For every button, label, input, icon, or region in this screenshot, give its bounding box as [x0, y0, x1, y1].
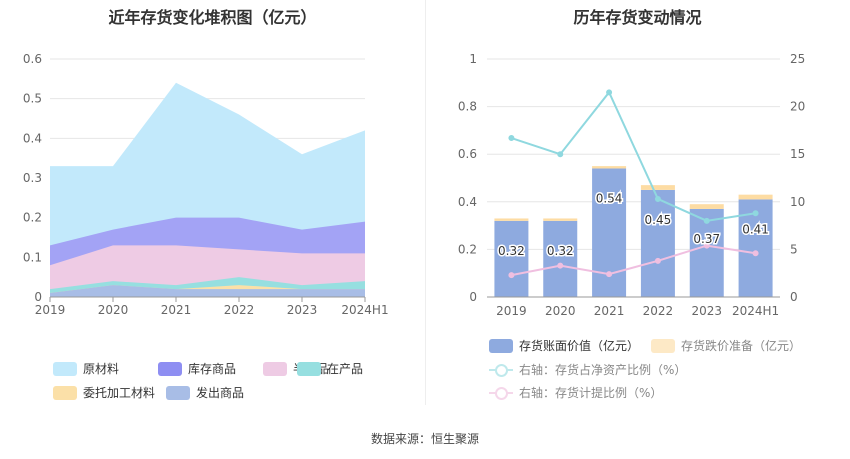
- inventory-net-asset-ratio-point: [557, 151, 564, 158]
- bar-data-label: 0.45: [645, 213, 672, 227]
- legend-label: 右轴：存货计提比例（%）: [519, 386, 663, 400]
- x-tick-label: 2020: [98, 303, 129, 317]
- right-chart-panel: 历年存货变动情况 0 0.2 0.4 0.6 0.8 1 0 5 10 15 20 25 0.32 0.3…: [425, 0, 850, 459]
- y-tick-label: 0.1: [23, 250, 42, 264]
- y-tick-label-left: 0.2: [458, 242, 477, 256]
- bar-impairment-reserve: [543, 218, 578, 221]
- bar-book-value: [543, 220, 578, 297]
- legend-swatch-book-value: [489, 338, 513, 353]
- provision-ratio-point: [703, 242, 710, 249]
- legend-line-swatch-ratio: [489, 363, 513, 377]
- y-tick-label-left: 0: [469, 290, 477, 304]
- y-tick-label-left: 0.6: [458, 147, 477, 161]
- legend-swatch-raw: [53, 361, 77, 376]
- inventory-net-asset-ratio-point: [703, 217, 710, 224]
- legend-line-swatch-provision: [489, 386, 513, 400]
- y-tick-label-left: 0.4: [458, 195, 477, 209]
- inventory-net-asset-ratio-point: [654, 195, 661, 202]
- legend-entrusted-materials[interactable]: 委托加工材料: [53, 384, 155, 401]
- panel-divider: [425, 0, 426, 405]
- legend-swatch-semi: [263, 361, 287, 376]
- provision-ratio-point: [508, 272, 515, 279]
- legend-label: 在产品: [327, 362, 364, 376]
- y-tick-label: 0.4: [23, 131, 42, 145]
- legend-swatch-reserve: [651, 338, 675, 353]
- x-tick-label: 2021: [161, 303, 192, 317]
- y-tick-label: 0.5: [23, 92, 42, 106]
- bar-impairment-reserve: [689, 204, 724, 209]
- legend-label: 右轴：存货占净资产比例（%）: [519, 363, 687, 377]
- legend-finished-goods[interactable]: 库存商品: [158, 360, 236, 377]
- inventory-net-asset-ratio-point: [606, 89, 613, 96]
- provision-ratio-point: [752, 250, 759, 257]
- bar-data-label: 0.37: [693, 232, 720, 246]
- legend-label: 存货账面价值（亿元）: [519, 339, 640, 353]
- legend-wip[interactable]: 在产品: [297, 360, 363, 377]
- legend-label: 发出商品: [196, 386, 245, 400]
- x-tick-label: 2022: [224, 303, 255, 317]
- legend-book-value[interactable]: 存货账面价值（亿元）: [489, 337, 639, 354]
- legend-provision-ratio[interactable]: 右轴：存货计提比例（%）: [489, 384, 662, 401]
- y-tick-label-right: 10: [790, 195, 805, 209]
- left-chart-panel: 近年存货变化堆积图（亿元） 0 0.1 0.2 0.3 0.4 0.5 0.6 2019 202…: [23, 8, 389, 401]
- inventory-net-asset-ratio-line: [511, 90, 756, 222]
- legend-label: 原材料: [83, 362, 120, 376]
- legend-label: 库存商品: [188, 362, 237, 376]
- x-tick-label: 2019: [496, 304, 527, 318]
- inventory-net-asset-ratio-point: [752, 210, 759, 217]
- bar-data-label: 0.32: [498, 244, 525, 258]
- bar-book-value: [640, 189, 675, 297]
- bar-impairment-reserve: [592, 166, 627, 169]
- x-tick-label: 2022: [643, 304, 674, 318]
- legend-impairment-reserve[interactable]: 存货跌价准备（亿元）: [651, 337, 801, 354]
- bar-data-label: 0.41: [742, 222, 769, 236]
- x-tick-label: 2020: [545, 304, 576, 318]
- y-tick-label: 0: [34, 290, 42, 304]
- left-chart-title: 近年存货变化堆积图（亿元）: [108, 8, 317, 27]
- legend-shipped-goods[interactable]: 发出商品: [166, 384, 244, 401]
- data-source-note: 数据来源：恒生聚源: [370, 432, 479, 446]
- legend-inventory-net-asset-ratio[interactable]: 右轴：存货占净资产比例（%）: [489, 361, 686, 378]
- y-tick-label-right: 5: [790, 242, 798, 256]
- bar-book-value: [494, 220, 529, 297]
- bar-book-value: [592, 168, 627, 297]
- y-tick-label: 0.3: [23, 171, 42, 185]
- legend-swatch-entrusted: [53, 385, 77, 400]
- y-tick-label-right: 25: [790, 52, 805, 66]
- legend-label: 委托加工材料: [83, 386, 156, 400]
- provision-ratio-point: [606, 271, 613, 278]
- legend-swatch-shipped: [166, 385, 190, 400]
- provision-ratio-point: [654, 257, 661, 264]
- bar-impairment-reserve: [494, 218, 529, 221]
- y-tick-label-left: 1: [469, 52, 477, 66]
- legend-swatch-finished: [158, 361, 182, 376]
- area-shipped-goods: [50, 285, 365, 297]
- y-tick-label-right: 0: [790, 290, 798, 304]
- x-tick-label: 2024H1: [341, 303, 388, 317]
- legend-swatch-wip: [297, 361, 321, 376]
- legend-label: 存货跌价准备（亿元）: [681, 339, 802, 353]
- legend-raw-materials[interactable]: 原材料: [53, 360, 119, 377]
- y-tick-label-left: 0.8: [458, 100, 477, 114]
- x-tick-label: 2024H1: [732, 304, 779, 318]
- inventory-net-asset-ratio-point: [508, 135, 515, 142]
- x-tick-label: 2021: [594, 304, 625, 318]
- x-tick-label: 2023: [691, 304, 722, 318]
- provision-ratio-point: [557, 262, 564, 269]
- y-tick-label-right: 20: [790, 100, 805, 114]
- bar-data-label: 0.32: [547, 244, 574, 258]
- bar-impairment-reserve: [640, 185, 675, 190]
- y-tick-label-right: 15: [790, 147, 805, 161]
- y-tick-label: 0.6: [23, 52, 42, 66]
- bar-data-label: 0.54: [596, 191, 623, 205]
- stacked-area-chart: 0 0.1 0.2 0.3 0.4 0.5 0.6 2019 2020 2021 2022 2023 2…: [23, 52, 389, 317]
- x-tick-label: 2023: [287, 303, 318, 317]
- y-tick-label: 0.2: [23, 211, 42, 225]
- bar-impairment-reserve: [738, 194, 773, 200]
- x-tick-label: 2019: [35, 303, 66, 317]
- right-chart-title: 历年存货变动情况: [573, 8, 702, 27]
- provision-ratio-line: [511, 244, 756, 277]
